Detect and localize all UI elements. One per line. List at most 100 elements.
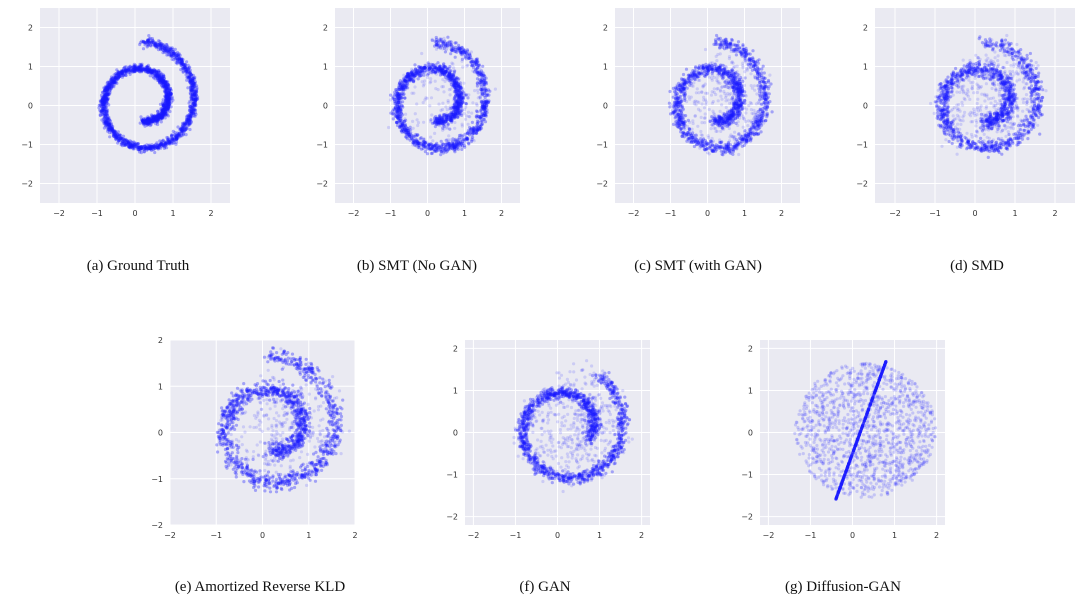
- data-point: [679, 116, 683, 120]
- data-point: [422, 67, 426, 71]
- data-point: [181, 67, 185, 71]
- data-point: [107, 86, 111, 90]
- data-point: [163, 107, 167, 111]
- data-point: [108, 128, 112, 132]
- data-point: [161, 79, 165, 83]
- data-point: [707, 152, 711, 156]
- data-point: [161, 115, 165, 119]
- data-point: [686, 73, 690, 77]
- data-point: [143, 146, 147, 150]
- data-point: [718, 63, 723, 67]
- data-point: [175, 136, 179, 140]
- data-point: [395, 120, 399, 125]
- data-point: [723, 73, 727, 77]
- data-point: [127, 65, 131, 70]
- data-point: [438, 117, 442, 121]
- data-point: [407, 75, 411, 79]
- data-point: [480, 87, 484, 91]
- data-point: [105, 126, 109, 130]
- data-point: [481, 83, 485, 87]
- data-point: [735, 109, 739, 113]
- data-point: [162, 77, 166, 81]
- data-point: [457, 106, 461, 111]
- data-point: [450, 48, 454, 53]
- data-point: [124, 73, 128, 77]
- data-point: [485, 99, 489, 104]
- data-point: [193, 92, 197, 96]
- data-point: [153, 116, 157, 120]
- data-point: [168, 46, 172, 50]
- data-point: [478, 116, 482, 120]
- data-point: [155, 78, 159, 82]
- data-point: [398, 126, 402, 130]
- data-point: [738, 79, 742, 84]
- data-point: [451, 84, 455, 88]
- data-point: [478, 127, 482, 131]
- data-point: [719, 149, 723, 153]
- data-point: [410, 136, 414, 140]
- data-point: [431, 63, 435, 67]
- data-point: [110, 126, 114, 130]
- data-point: [480, 114, 484, 119]
- data-point: [681, 87, 685, 91]
- data-point: [415, 72, 420, 76]
- data-point: [415, 69, 419, 73]
- data-point: [730, 38, 734, 42]
- data-point: [453, 112, 457, 116]
- data-point: [159, 141, 163, 145]
- data-point: [432, 147, 436, 152]
- data-point: [739, 99, 743, 103]
- data-point: [116, 73, 120, 77]
- data-point: [479, 88, 483, 92]
- data-point: [159, 112, 163, 116]
- data-point: [402, 84, 406, 88]
- data-point: [151, 69, 155, 73]
- data-point: [113, 77, 117, 81]
- data-point: [677, 88, 681, 92]
- data-point: [396, 106, 401, 110]
- data-point: [451, 78, 455, 82]
- data-point: [706, 67, 710, 71]
- data-point: [117, 139, 121, 143]
- data-point: [447, 73, 451, 77]
- data-point: [426, 61, 430, 65]
- data-point: [444, 138, 448, 142]
- data-point: [755, 120, 759, 124]
- data-point: [448, 72, 452, 76]
- data-point: [175, 54, 179, 58]
- data-point: [161, 104, 166, 108]
- data-point: [743, 76, 747, 80]
- data-point: [453, 86, 457, 90]
- data-point: [106, 91, 110, 95]
- data-point: [726, 71, 730, 75]
- data-point: [739, 90, 744, 94]
- data-point: [725, 45, 729, 49]
- data-point: [408, 74, 413, 78]
- data-point: [455, 80, 459, 84]
- data-point: [146, 68, 150, 72]
- data-point: [119, 133, 123, 137]
- x-tick-label: −1: [91, 209, 103, 218]
- data-point: [700, 144, 704, 148]
- data-point: [724, 115, 728, 119]
- data-point: [189, 79, 193, 83]
- data-point: [728, 121, 732, 126]
- data-point: [116, 136, 120, 140]
- data-point: [145, 68, 150, 73]
- data-point: [102, 89, 107, 93]
- data-point: [164, 106, 168, 110]
- data-point: [702, 66, 706, 70]
- data-point: [158, 76, 162, 80]
- data-point: [139, 68, 143, 72]
- data-point: [452, 73, 456, 77]
- data-point: [159, 112, 163, 116]
- data-point: [477, 71, 481, 76]
- data-point: [730, 134, 734, 139]
- data-point: [753, 76, 757, 80]
- data-point: [118, 133, 122, 137]
- data-point: [731, 97, 735, 101]
- data-point: [138, 65, 142, 70]
- data-point: [682, 82, 686, 86]
- data-point: [143, 120, 147, 124]
- data-point: [407, 74, 411, 78]
